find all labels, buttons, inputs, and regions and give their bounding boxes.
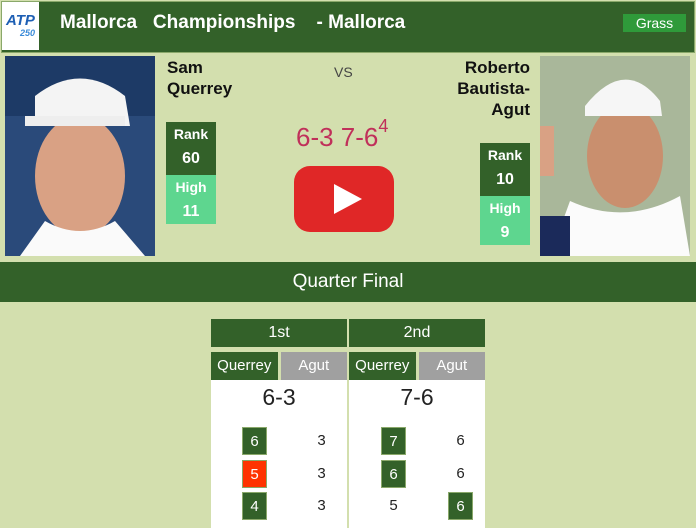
player2-rank-box: Rank 10 High 9 [480, 143, 530, 245]
round-label: Quarter Final [0, 262, 696, 302]
play-video-button[interactable] [294, 166, 394, 232]
player1-name: Sam Querrey [167, 58, 233, 98]
header-bar [1, 1, 695, 53]
set-score: 6-3 [262, 384, 296, 410]
player2-photo [540, 56, 690, 256]
player1-photo [5, 56, 155, 256]
player1-rank-box: Rank 60 High 11 [166, 122, 216, 224]
set-score: 7-6 [400, 384, 434, 410]
surface-badge: Grass [623, 14, 686, 32]
tournament-title: Mallorca Championships - Mallorca [60, 12, 406, 33]
player2-name: Roberto Bautista- Agut [457, 58, 530, 119]
match-score: 6-3 7-64 [296, 116, 389, 152]
play-icon [334, 184, 362, 214]
vs-label: VS [334, 64, 353, 80]
atp-250-logo: ATP 250 [2, 2, 39, 50]
